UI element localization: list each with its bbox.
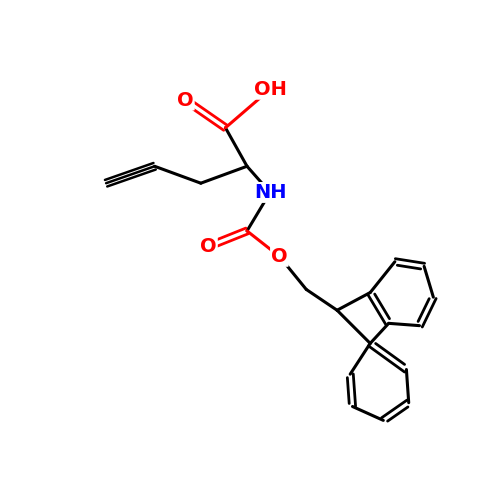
Text: O: O — [177, 90, 194, 110]
Text: NH: NH — [254, 183, 286, 202]
Text: OH: OH — [254, 80, 286, 99]
Text: O: O — [271, 247, 287, 266]
Text: O: O — [200, 237, 217, 256]
